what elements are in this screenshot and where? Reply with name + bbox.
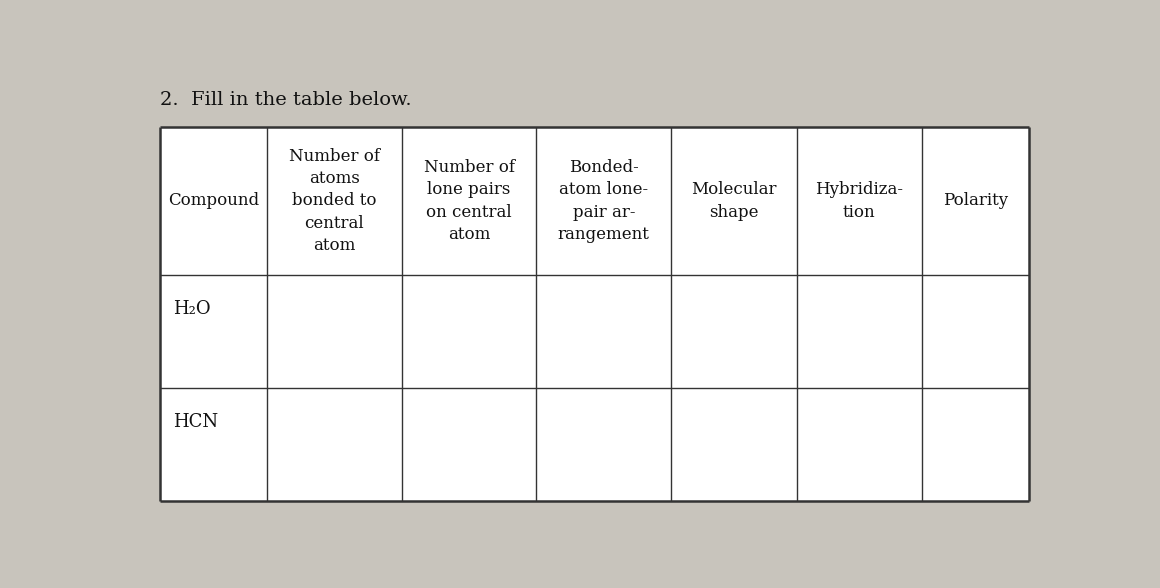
Text: H₂O: H₂O (173, 299, 211, 318)
Text: HCN: HCN (173, 413, 218, 430)
Text: Molecular
shape: Molecular shape (691, 181, 776, 220)
Text: Number of
lone pairs
on central
atom: Number of lone pairs on central atom (423, 159, 515, 243)
Text: Number of
atoms
bonded to
central
atom: Number of atoms bonded to central atom (289, 148, 380, 254)
Text: Bonded-
atom lone-
pair ar-
rangement: Bonded- atom lone- pair ar- rangement (558, 159, 650, 243)
Text: 2.  Fill in the table below.: 2. Fill in the table below. (160, 91, 412, 109)
Bar (160, 127, 1029, 501)
Text: Hybridiza-
tion: Hybridiza- tion (815, 181, 904, 220)
Text: Polarity: Polarity (943, 192, 1008, 209)
Text: Compound: Compound (168, 192, 259, 209)
